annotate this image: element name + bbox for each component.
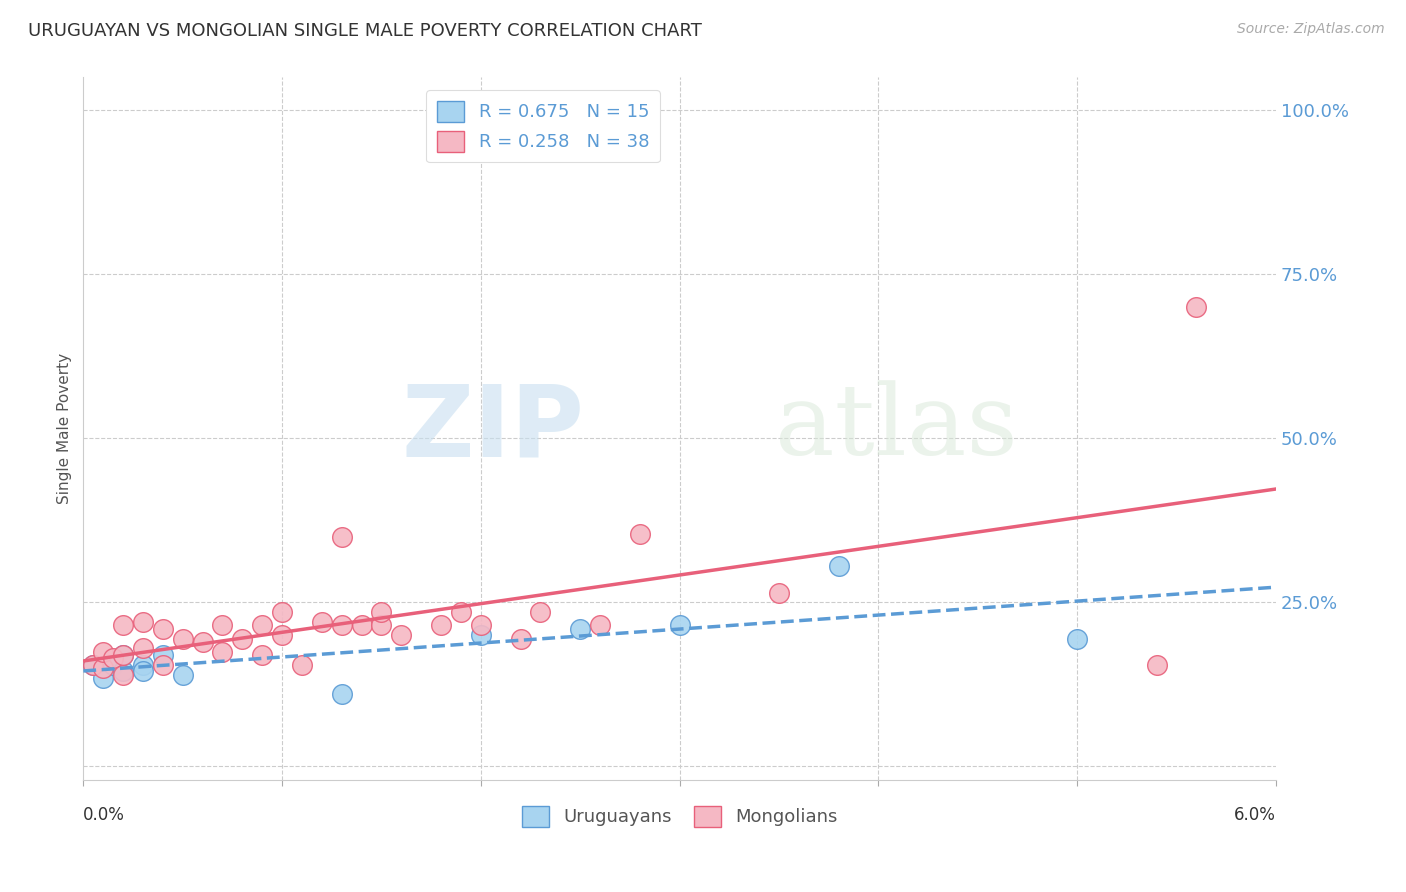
Point [589,618,612,632]
Point [389,628,412,642]
Text: atlas: atlas [775,381,1018,476]
Text: 6.0%: 6.0% [1234,805,1277,824]
Text: 0.0%: 0.0% [83,805,125,824]
Point [91,661,114,675]
Text: URUGUAYAN VS MONGOLIAN SINGLE MALE POVERTY CORRELATION CHART: URUGUAYAN VS MONGOLIAN SINGLE MALE POVER… [28,22,702,40]
Point [152,622,174,636]
Point [668,618,690,632]
Point [1185,300,1208,314]
Point [112,667,135,681]
Point [91,671,114,685]
Point [1066,632,1088,646]
Point [569,622,592,636]
Point [172,632,194,646]
Point [152,657,174,672]
Point [509,632,531,646]
Point [311,615,333,629]
Point [1146,657,1168,672]
Point [191,635,214,649]
Text: Source: ZipAtlas.com: Source: ZipAtlas.com [1237,22,1385,37]
Point [132,665,155,679]
Point [250,648,273,662]
Y-axis label: Single Male Poverty: Single Male Poverty [58,353,72,504]
Point [370,618,392,632]
Point [768,585,790,599]
Point [330,618,353,632]
Point [211,645,233,659]
Point [101,651,124,665]
Text: ZIP: ZIP [401,380,585,477]
Point [152,648,174,662]
Point [132,641,155,656]
Point [250,618,273,632]
Point [430,618,453,632]
Point [112,648,135,662]
Point [211,618,233,632]
Point [628,526,651,541]
Point [827,559,849,574]
Point [172,667,194,681]
Point [450,605,472,619]
Point [112,648,135,662]
Point [82,657,104,672]
Point [132,615,155,629]
Point [271,605,294,619]
Point [82,657,104,672]
Point [370,605,392,619]
Point [112,665,135,679]
Point [291,657,314,672]
Point [529,605,551,619]
Point [91,645,114,659]
Legend: Uruguayans, Mongolians: Uruguayans, Mongolians [515,798,845,834]
Point [231,632,253,646]
Point [132,657,155,672]
Point [470,618,492,632]
Point [330,687,353,701]
Point [330,530,353,544]
Point [101,657,124,672]
Point [350,618,373,632]
Point [112,618,135,632]
Point [470,628,492,642]
Point [271,628,294,642]
